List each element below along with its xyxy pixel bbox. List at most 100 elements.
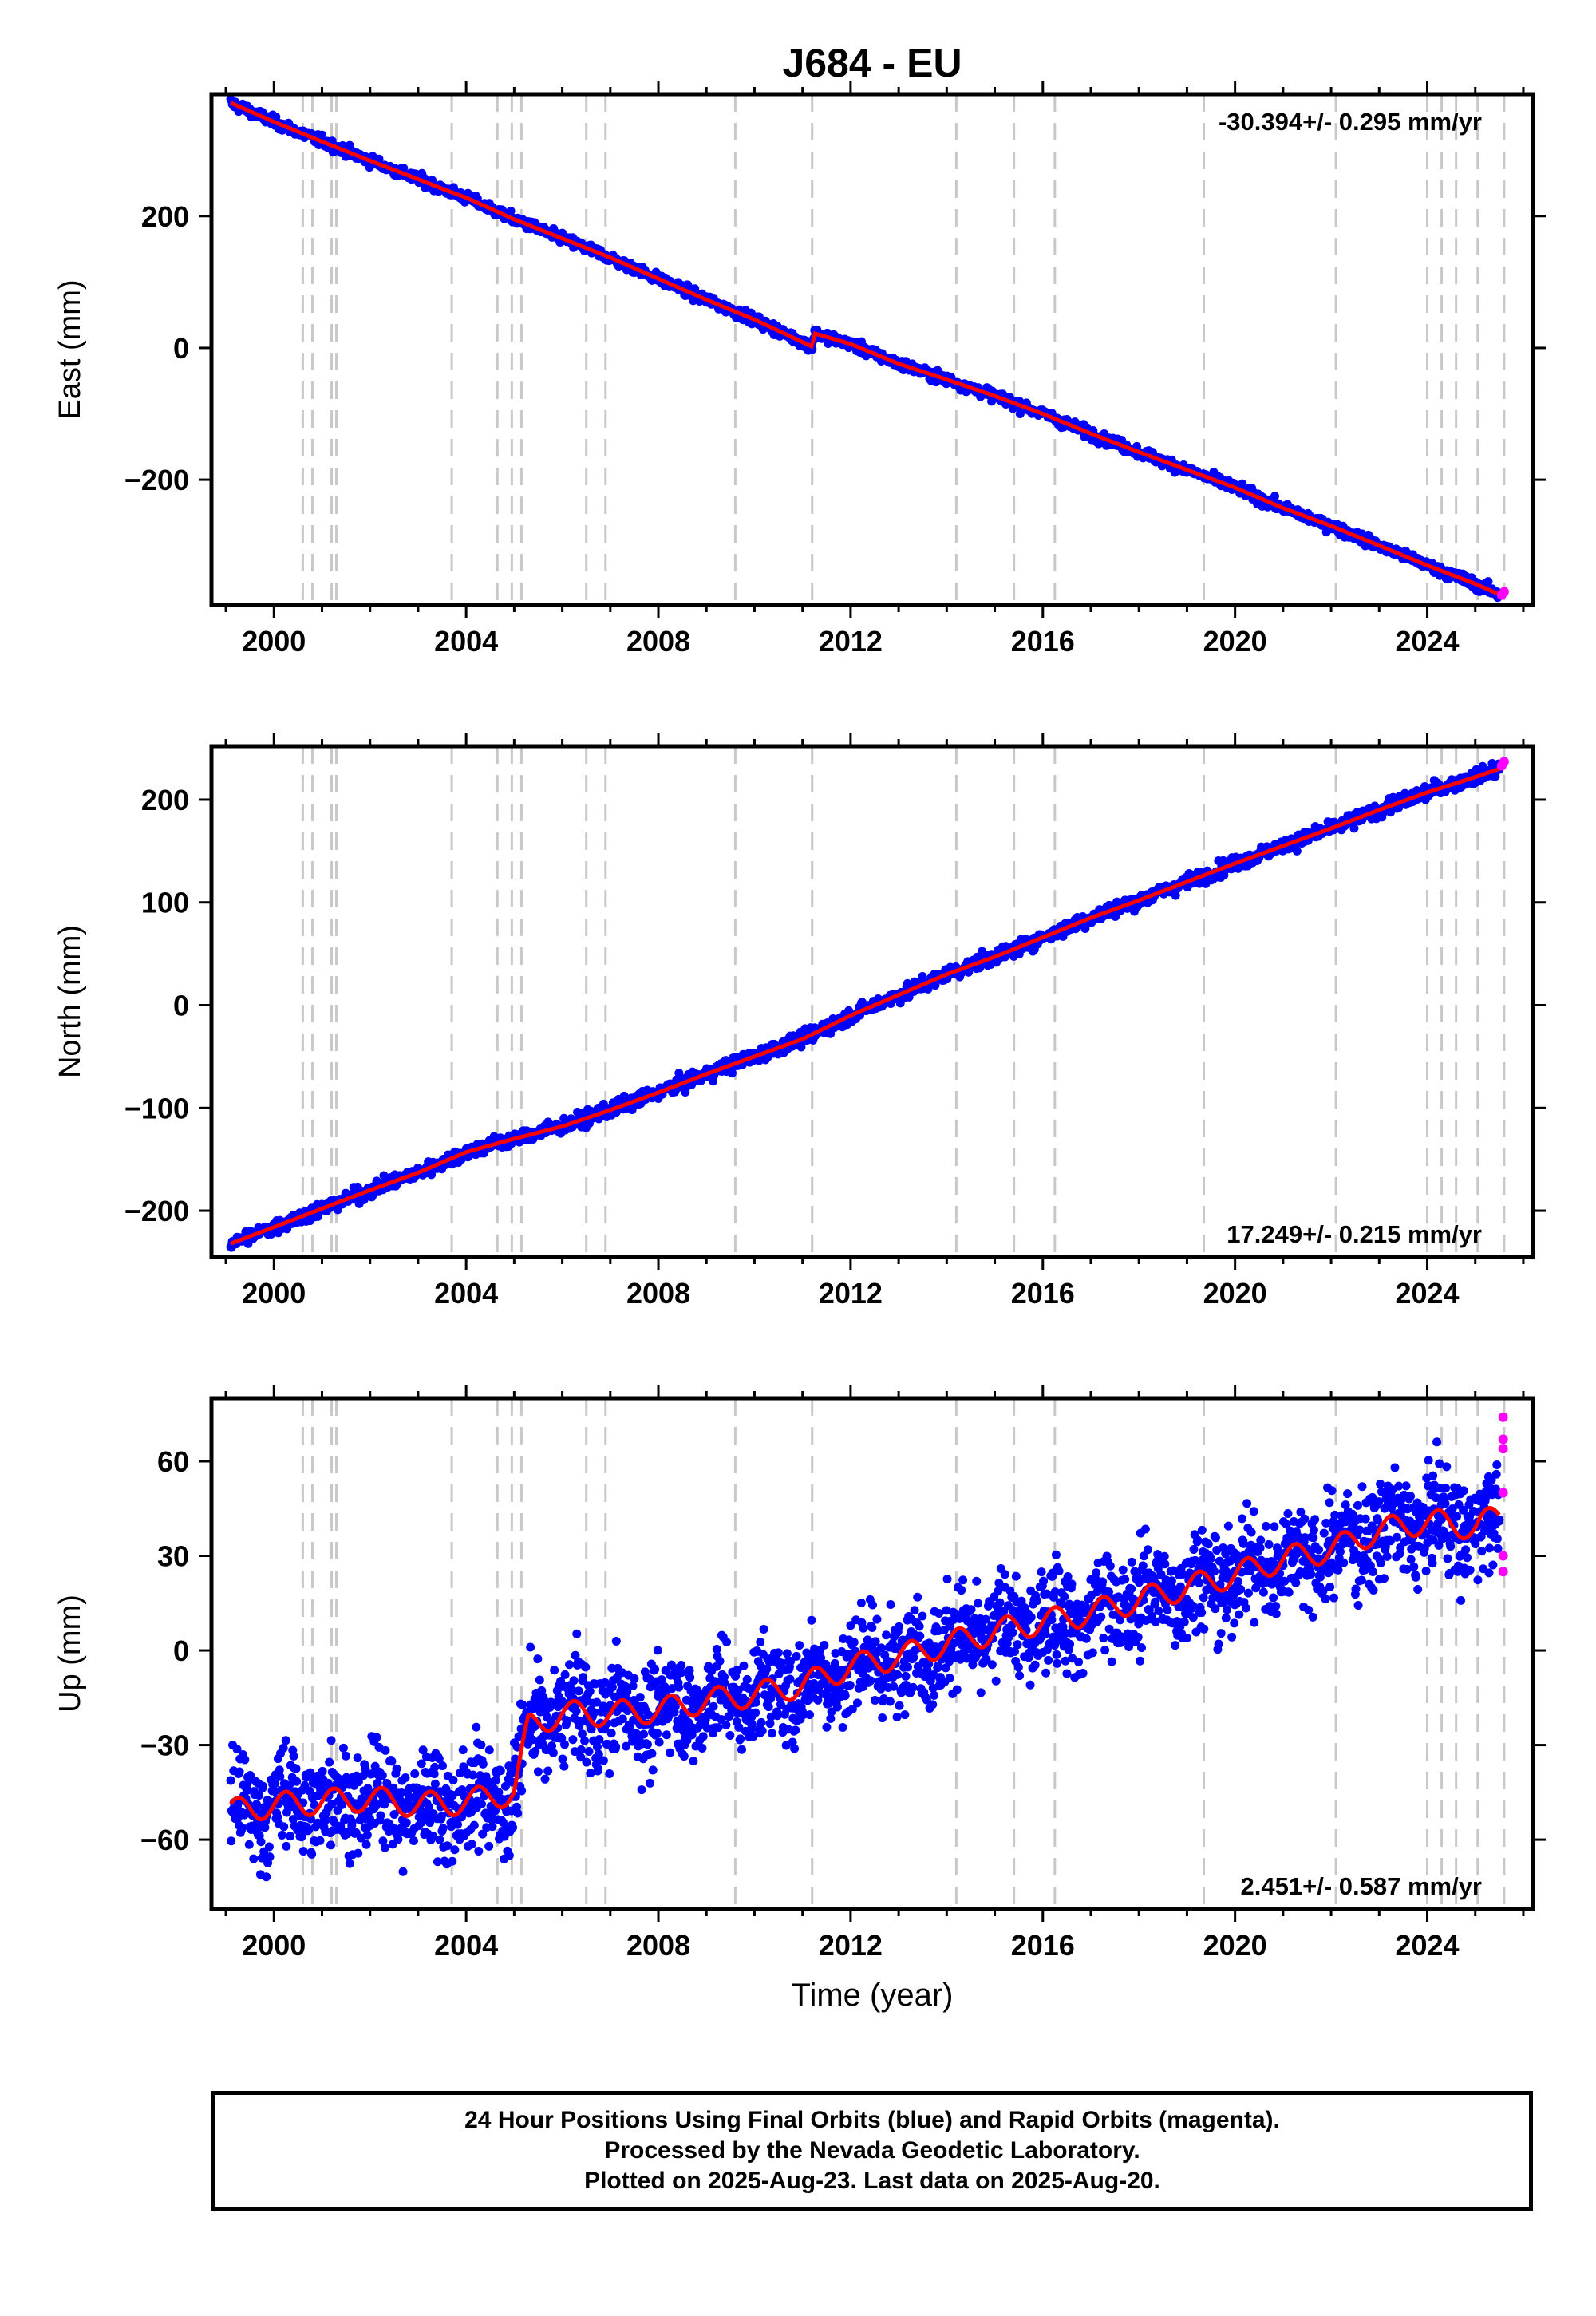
final-orbit-point [795,1641,804,1650]
final-orbit-point [909,1653,918,1662]
final-orbit-point [535,1675,544,1685]
final-orbit-point [736,1734,745,1744]
final-orbit-point [900,1710,910,1720]
final-orbit-point [258,1781,267,1791]
final-orbit-point [653,1646,662,1655]
plot-frame [209,92,1535,607]
final-orbit-point [642,1740,652,1749]
final-orbit-point [387,1757,397,1766]
final-orbit-point [733,1665,742,1674]
final-orbit-point [577,1729,587,1739]
final-orbit-point [813,1695,823,1705]
final-orbit-point [892,1713,902,1722]
final-orbit-point [435,1835,444,1844]
final-orbit-point [321,1815,330,1824]
final-orbit-point [657,1675,666,1685]
final-orbit-point [698,1732,708,1741]
final-orbit-point [361,1840,371,1849]
final-orbit-point [559,1740,569,1749]
final-orbit-point [653,1729,662,1738]
final-orbit-point [582,1757,591,1767]
final-orbit-point [895,1701,904,1710]
final-orbit-point [630,1674,639,1683]
final-orbit-point [866,1676,875,1686]
final-orbit-point [945,1674,954,1683]
final-orbit-point [660,1682,670,1692]
y-axis-label: North (mm) [53,925,87,1078]
final-orbit-point [1171,891,1180,900]
final-orbit-point [433,1857,442,1867]
final-orbit-point [284,1780,294,1790]
final-orbit-point [742,1674,752,1684]
final-orbit-point [307,1849,317,1859]
final-orbit-point [712,1645,721,1654]
final-orbit-point [886,1600,895,1610]
final-orbit-point [670,1701,680,1711]
final-orbit-point [765,1719,775,1729]
final-orbit-point [361,1764,370,1773]
final-orbit-point [453,1820,463,1829]
y-tick-label: 0 [173,990,189,1022]
final-orbit-point [550,1666,559,1675]
final-orbit-point [605,1769,614,1778]
final-orbit-point [401,1773,410,1783]
final-orbit-point [315,1836,325,1845]
final-orbit-point [418,1745,428,1755]
rapid-orbit-point [1499,587,1509,597]
final-orbit-point [288,1815,298,1824]
final-orbit-point [934,1608,944,1618]
final-orbit-point [772,1711,782,1721]
final-orbit-point [592,1742,602,1752]
final-orbit-point [574,1686,583,1696]
final-orbit-point [560,1670,570,1679]
final-orbit-point [972,1576,982,1586]
final-orbit-point [354,1848,363,1858]
final-orbit-point [606,1729,616,1738]
final-orbit-point [908,1682,918,1692]
final-orbit-point [958,1575,968,1585]
final-orbit-point [265,1852,275,1862]
final-orbit-point [559,1761,569,1771]
final-orbit-point [341,1751,350,1761]
final-orbit-point [430,1762,440,1772]
final-orbit-point [859,1623,868,1633]
final-orbit-point [646,1778,655,1788]
final-orbit-point [611,1636,621,1646]
final-orbit-point [587,1725,596,1734]
final-orbit-point [393,1835,403,1844]
final-orbit-point [930,981,940,990]
final-orbit-point [500,1781,510,1791]
final-orbit-points [226,758,1504,1252]
final-orbit-point [376,1811,385,1820]
final-orbit-point [244,1840,254,1849]
final-orbit-point [580,1736,590,1745]
final-orbit-point [291,1764,301,1773]
final-orbit-point [871,1696,880,1705]
final-orbit-point [751,1708,760,1717]
x-tick-label: 2000 [242,625,306,658]
final-orbit-point [667,1684,677,1694]
final-orbit-point [685,1673,695,1682]
x-tick-label: 2004 [434,1277,498,1310]
final-orbit-point [508,1823,518,1832]
final-orbit-point [856,1599,866,1608]
final-orbit-point [565,1660,575,1670]
final-orbit-point [448,1776,458,1785]
final-orbit-point [590,1708,599,1717]
model-fit-line [230,101,1500,597]
final-orbit-point [1483,577,1493,587]
final-orbit-point [867,1600,877,1610]
model-fit-line [230,766,1500,1246]
final-orbit-point [1349,824,1359,833]
x-tick-label: 2008 [626,625,690,658]
final-orbit-point [275,1772,285,1781]
final-orbit-point [399,164,409,173]
final-orbit-point [372,1733,381,1742]
final-orbit-point [648,1765,658,1775]
final-orbit-point [767,1729,776,1738]
y-tick-label: −100 [124,1092,189,1124]
final-orbit-point [759,1624,768,1634]
final-orbit-point [513,1808,523,1818]
final-orbit-point [277,1830,286,1840]
final-orbit-point [592,1697,602,1707]
